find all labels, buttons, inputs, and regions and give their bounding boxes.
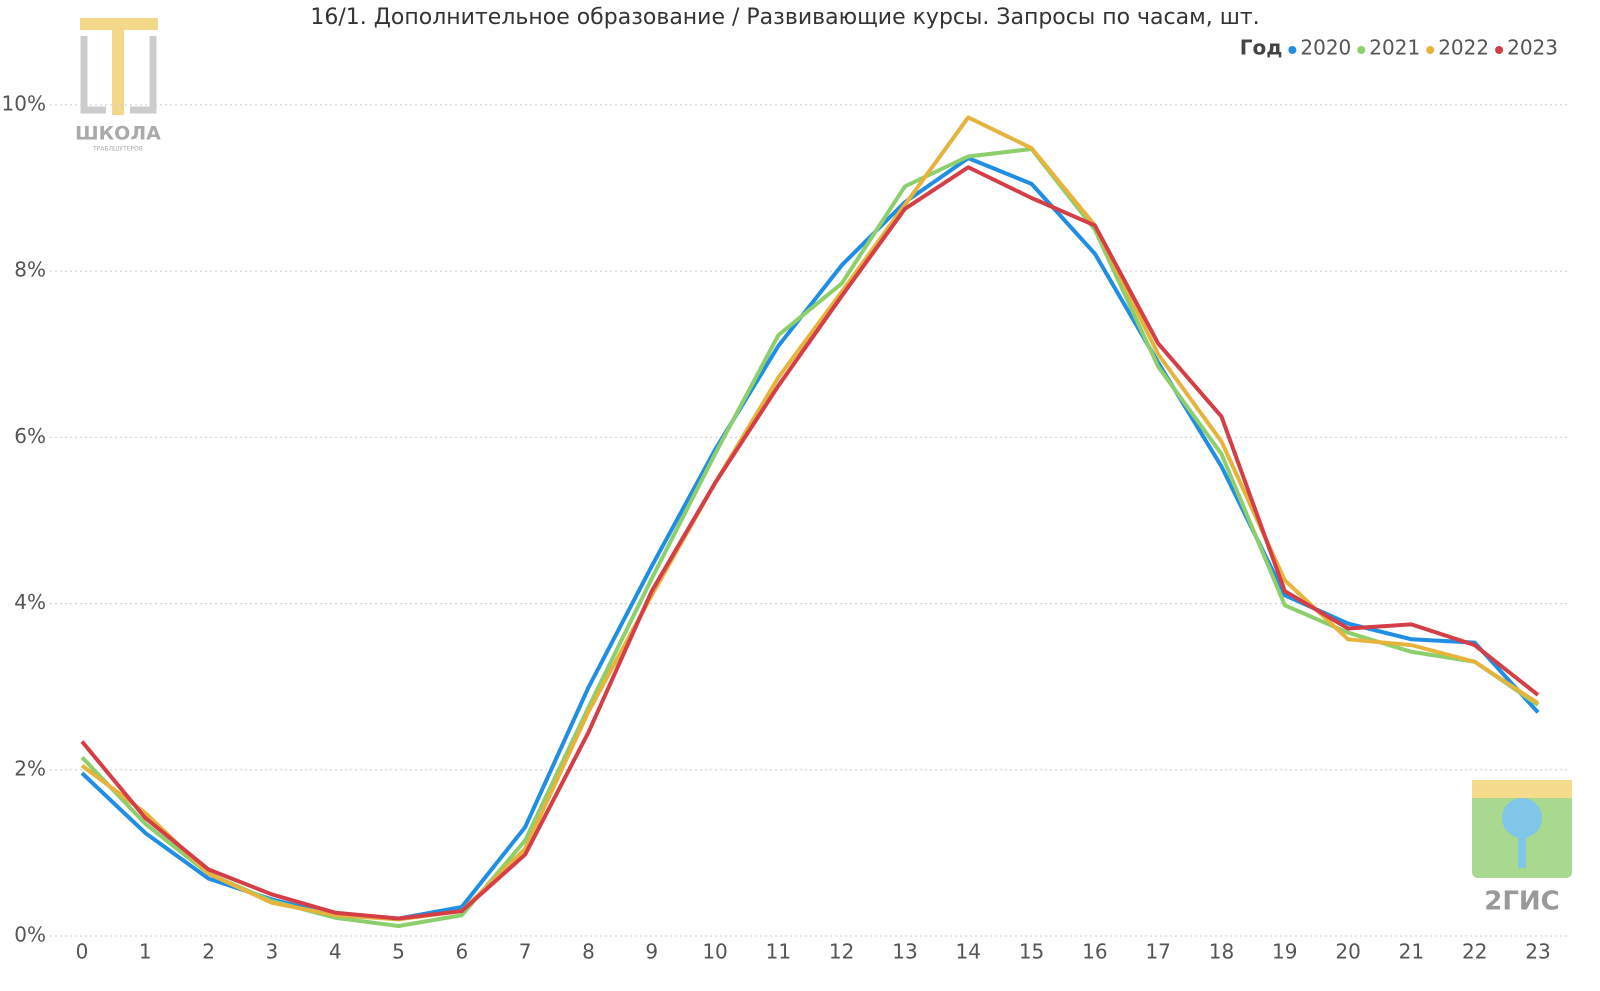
y-tick-label: 8% [14, 258, 46, 282]
gis-logo: 2ГИС [1472, 780, 1572, 917]
x-tick-label: 22 [1462, 940, 1487, 964]
y-tick-label: 6% [14, 424, 46, 448]
x-tick-label: 5 [392, 940, 405, 964]
legend-label: 2022 [1438, 36, 1489, 60]
y-tick-label: 10% [2, 91, 46, 115]
legend: 2023 2022 2021 2020 Год [1240, 36, 1558, 60]
logo-subtext: ТРАБЛШУТЕРОВ [92, 146, 143, 153]
logo-shape [1472, 780, 1572, 798]
x-tick-label: 10 [702, 940, 727, 964]
legend-label: 2023 [1507, 36, 1558, 60]
legend-label: 2021 [1369, 36, 1420, 60]
x-tick-label: 14 [956, 940, 981, 964]
x-tick-label: 0 [76, 940, 89, 964]
logo-text: ШКОЛА [75, 123, 161, 145]
legend-marker [1288, 46, 1297, 54]
x-tick-label: 16 [1082, 940, 1107, 964]
legend-marker [1495, 46, 1504, 54]
series-line [80, 115, 1540, 922]
x-tick-label: 18 [1209, 940, 1234, 964]
legend-marker [1357, 46, 1366, 54]
logo-shape [80, 36, 157, 114]
y-tick-label: 0% [14, 923, 46, 947]
x-tick-label: 12 [829, 940, 854, 964]
x-tick-label: 19 [1272, 940, 1297, 964]
x-tick-label: 21 [1399, 940, 1424, 964]
x-tick-label: 6 [455, 940, 468, 964]
y-tick-label: 4% [14, 590, 46, 614]
logo-shape [1502, 798, 1542, 838]
y-tick-label: 2% [14, 756, 46, 780]
logo-shape [80, 18, 158, 30]
series-line [80, 146, 1540, 929]
legend-label: 2020 [1300, 36, 1351, 60]
chart-title: 16/1. Дополнительное образование / Разви… [310, 5, 1259, 30]
x-tick-label: 1 [139, 940, 152, 964]
x-tick-label: 8 [582, 940, 595, 964]
logo-shape [1518, 830, 1526, 868]
x-tick-label: 17 [1145, 940, 1170, 964]
series-line [80, 156, 1540, 921]
x-tick-label: 23 [1525, 940, 1550, 964]
x-tick-label: 7 [519, 940, 532, 964]
x-tick-label: 2 [202, 940, 215, 964]
x-tick-label: 15 [1019, 940, 1044, 964]
school-logo: ШКОЛА ТРАБЛШУТЕРОВ [75, 18, 161, 153]
logo-shape [112, 30, 124, 115]
x-tick-label: 13 [892, 940, 917, 964]
x-tick-label: 4 [329, 940, 342, 964]
legend-marker [1426, 46, 1435, 54]
x-tick-label: 20 [1335, 940, 1360, 964]
x-tick-label: 11 [766, 940, 791, 964]
x-tick-label: 3 [266, 940, 279, 964]
legend-title: Год [1240, 36, 1283, 60]
x-tick-label: 9 [645, 940, 658, 964]
series-line [80, 165, 1540, 921]
logo-text: 2ГИС [1484, 887, 1560, 917]
